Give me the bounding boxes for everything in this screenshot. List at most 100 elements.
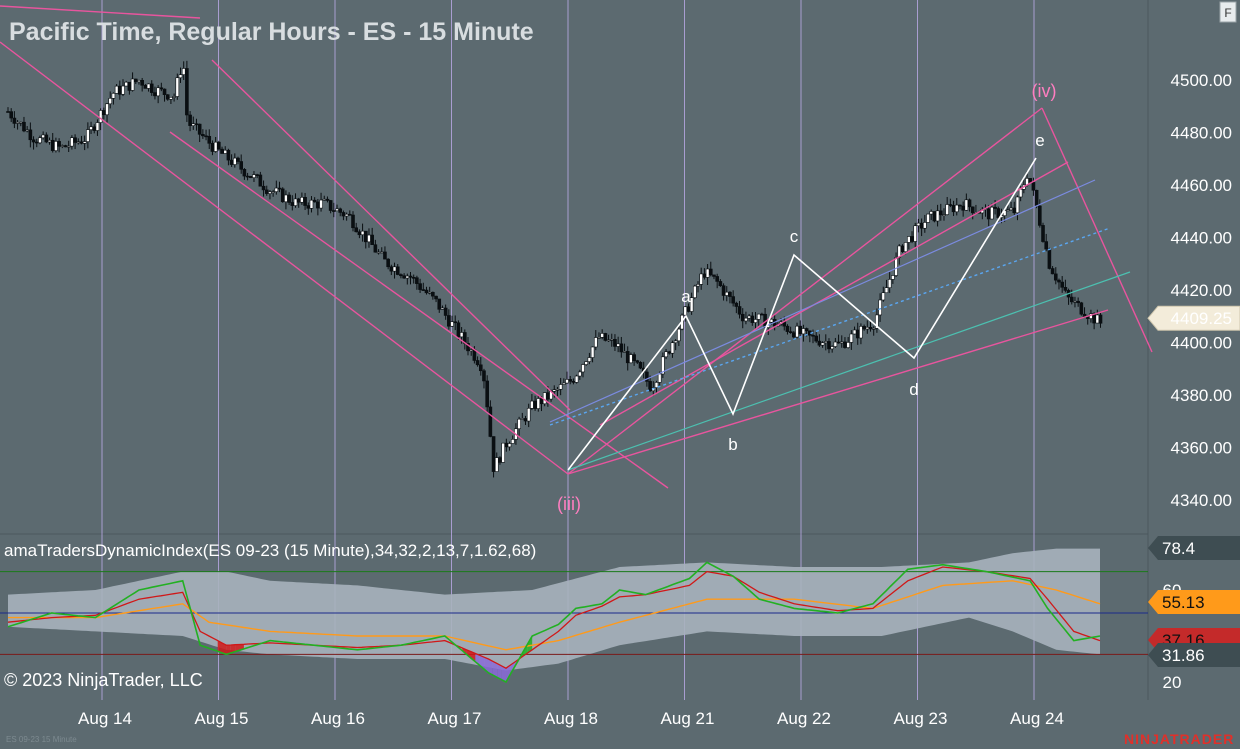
rsi-price-line bbox=[7, 561, 1101, 684]
candle bbox=[111, 92, 116, 105]
candle bbox=[201, 129, 205, 139]
indicator-cloud bbox=[492, 661, 498, 678]
candle bbox=[788, 326, 793, 334]
instrument-small-label: ES 09-23 15 Minute bbox=[6, 735, 77, 744]
candle bbox=[501, 442, 505, 463]
candle bbox=[431, 291, 435, 300]
time-axis-label: Aug 22 bbox=[777, 709, 831, 728]
wave-label: (iii) bbox=[557, 494, 581, 514]
candle bbox=[613, 334, 617, 351]
candle bbox=[1063, 279, 1068, 293]
candle bbox=[712, 274, 716, 280]
candle bbox=[271, 189, 275, 197]
rising-channel-inner bbox=[599, 161, 1069, 426]
candle bbox=[590, 346, 595, 363]
candle bbox=[699, 267, 704, 290]
candle bbox=[801, 324, 806, 342]
time-axis-labels: Aug 14 Aug 15 Aug 16 Aug 17 Aug 18 Aug 21 Aug … bbox=[78, 709, 1064, 728]
indicator-value-badge: 55.13 bbox=[1148, 590, 1240, 614]
price-axis-label: 4380.00 bbox=[1171, 386, 1232, 405]
indicator-value-text: 31.86 bbox=[1162, 646, 1205, 665]
candle bbox=[737, 300, 742, 319]
last-price-badge bbox=[1147, 305, 1240, 331]
candle bbox=[744, 311, 748, 325]
candle bbox=[849, 330, 854, 350]
f-button[interactable]: F bbox=[1219, 1, 1237, 23]
candle bbox=[252, 171, 256, 182]
candle bbox=[1098, 312, 1103, 328]
candle bbox=[274, 180, 279, 195]
candle bbox=[507, 441, 512, 451]
time-axis-label: Aug 15 bbox=[195, 709, 249, 728]
volatility-band bbox=[8, 548, 1100, 671]
candle bbox=[734, 301, 739, 314]
candle bbox=[517, 416, 521, 436]
wave-label: c bbox=[790, 227, 799, 246]
candle bbox=[913, 222, 918, 248]
candle bbox=[830, 345, 834, 353]
indicator-value-badge: 31.86 bbox=[1148, 643, 1240, 667]
candle bbox=[95, 119, 100, 136]
candle bbox=[424, 286, 429, 295]
candle bbox=[156, 85, 160, 104]
candle bbox=[175, 73, 180, 100]
time-axis-label: Aug 17 bbox=[428, 709, 482, 728]
indicator-cloud bbox=[230, 644, 236, 653]
candle bbox=[178, 67, 183, 83]
price-axis-label: 4420.00 bbox=[1171, 281, 1232, 300]
candle bbox=[22, 116, 26, 133]
candle bbox=[673, 339, 678, 351]
price-axis-label: 4360.00 bbox=[1171, 439, 1232, 458]
candle bbox=[418, 278, 422, 293]
candle bbox=[654, 380, 659, 393]
candle bbox=[715, 273, 719, 289]
indicator-cloud bbox=[488, 659, 493, 676]
candle bbox=[130, 72, 135, 92]
candle bbox=[638, 361, 643, 370]
candle bbox=[510, 435, 515, 444]
candle bbox=[555, 386, 560, 397]
candle bbox=[188, 111, 192, 132]
trendline-drawings bbox=[0, 5, 1153, 489]
candle bbox=[373, 239, 378, 253]
candle bbox=[386, 258, 390, 270]
price-axis-label: 4440.00 bbox=[1171, 229, 1232, 248]
candle bbox=[970, 206, 975, 220]
indicator-cloud bbox=[222, 642, 227, 655]
indicator-cloud bbox=[226, 645, 231, 655]
indicator-cloud bbox=[497, 663, 502, 680]
candle bbox=[574, 374, 579, 384]
candle bbox=[415, 275, 419, 290]
candle bbox=[338, 207, 343, 217]
indicator-plot bbox=[0, 548, 1148, 684]
candle bbox=[558, 377, 563, 396]
candle bbox=[466, 337, 470, 356]
candle bbox=[105, 103, 109, 123]
wave-label: (iv) bbox=[1032, 81, 1057, 101]
candle bbox=[475, 356, 480, 367]
price-axis-label: 4340.00 bbox=[1171, 491, 1232, 510]
candle bbox=[785, 324, 790, 335]
candle bbox=[670, 340, 675, 358]
candle bbox=[820, 341, 825, 348]
indicator-value-text: 55.13 bbox=[1162, 593, 1205, 612]
downtrend-channel-mid bbox=[169, 131, 669, 489]
candle bbox=[935, 204, 940, 227]
candle bbox=[635, 359, 640, 365]
candle bbox=[226, 148, 231, 166]
candle bbox=[948, 198, 953, 208]
candle bbox=[456, 320, 461, 340]
time-axis-label: Aug 14 bbox=[78, 709, 132, 728]
candle bbox=[619, 336, 624, 358]
candle bbox=[753, 311, 758, 329]
candle bbox=[1041, 222, 1045, 243]
candle bbox=[1076, 297, 1080, 307]
candle bbox=[450, 315, 454, 327]
indicator-cloud bbox=[506, 665, 511, 682]
blue-dotted-midline bbox=[549, 227, 1111, 426]
time-axis-label: Aug 24 bbox=[1010, 709, 1064, 728]
candle bbox=[954, 198, 959, 216]
candle bbox=[718, 279, 723, 287]
candle bbox=[938, 203, 943, 221]
